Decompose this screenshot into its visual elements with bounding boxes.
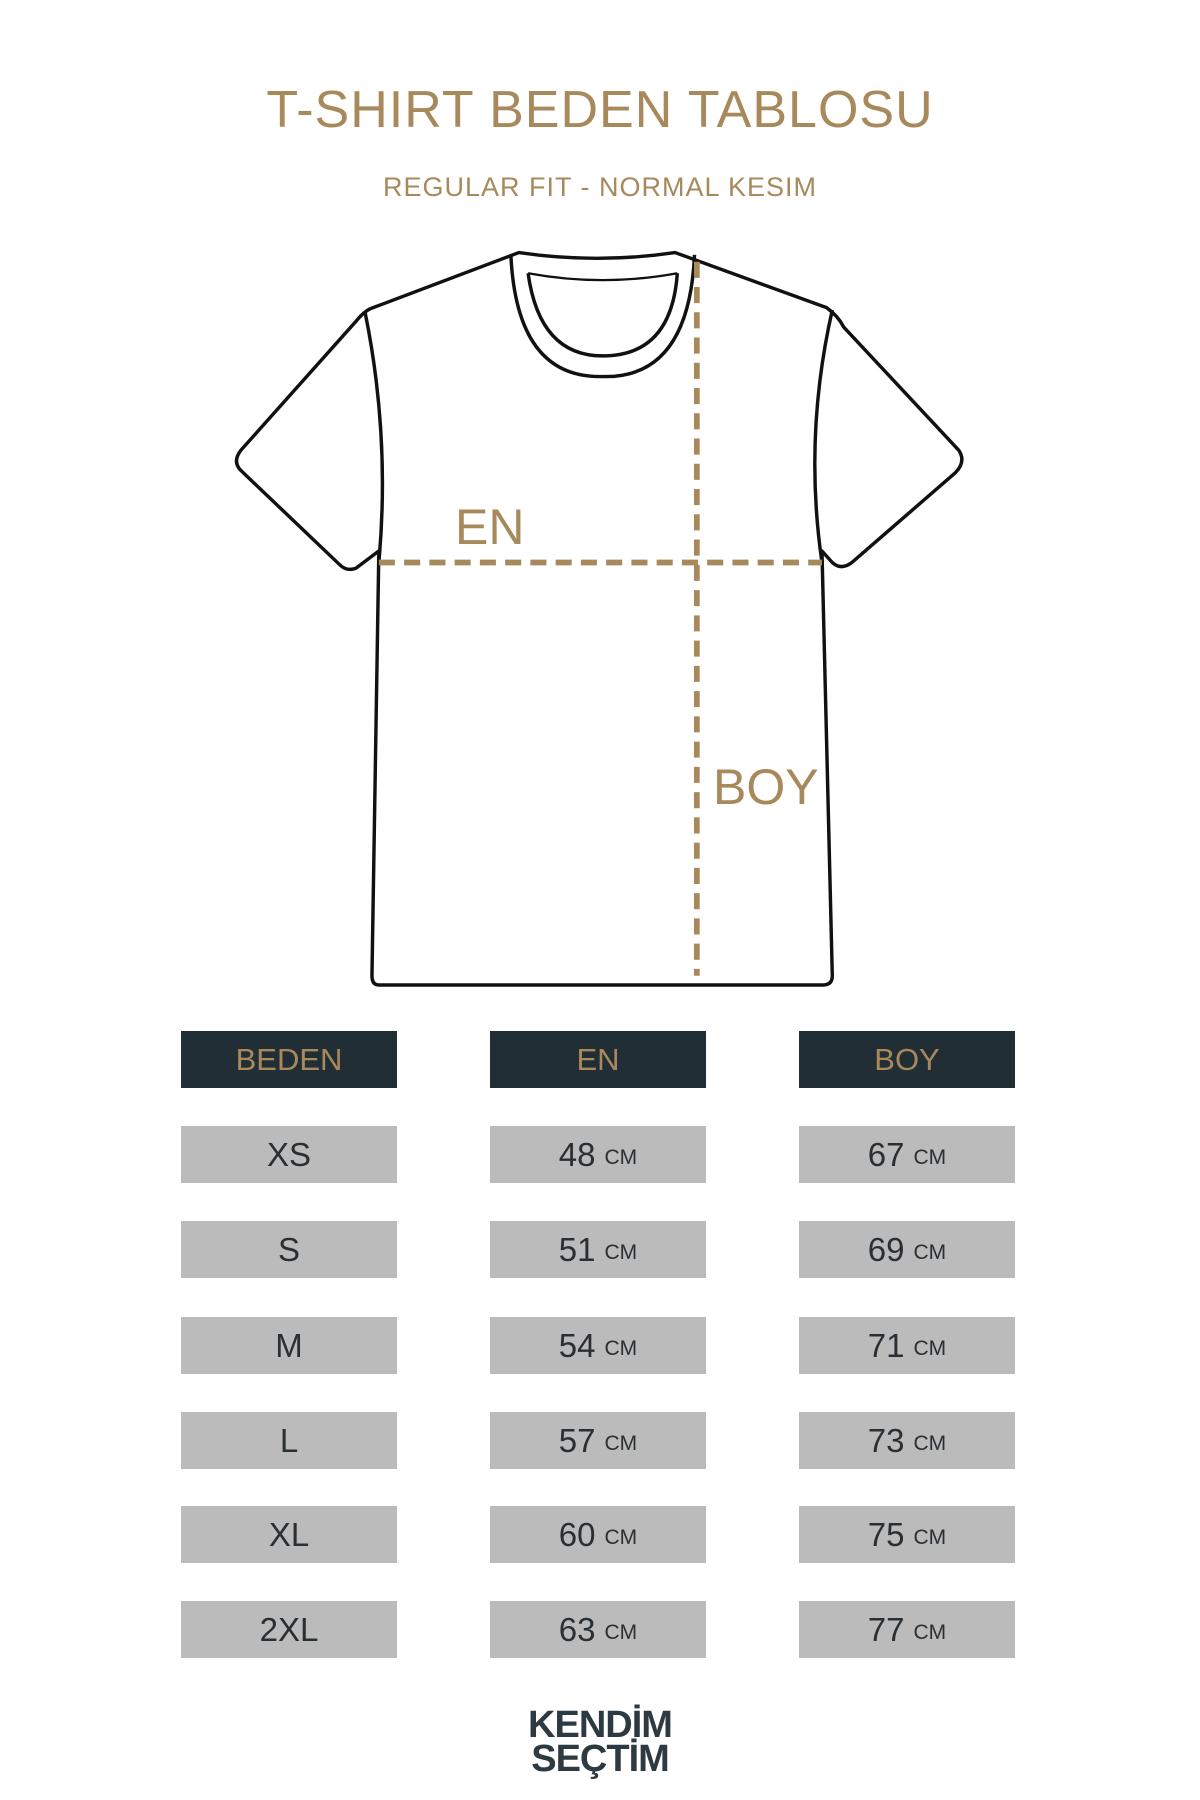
tshirt-diagram: [234, 250, 964, 987]
unit-label: CM: [913, 1620, 947, 1644]
logo-line-2: SEÇTİM: [531, 1738, 670, 1780]
table-cell-boy: 71 CM: [799, 1317, 1015, 1374]
unit-label: CM: [604, 1145, 638, 1169]
cell-value: S: [277, 1230, 300, 1268]
table-cell-size: M: [181, 1317, 397, 1374]
cell-value: 77: [867, 1610, 905, 1648]
sleeve-seam-left: [363, 311, 385, 563]
header-width: EN: [490, 1031, 706, 1088]
header-size: BEDEN: [181, 1031, 397, 1088]
cell-value: 69: [867, 1230, 905, 1268]
cell-value: 57: [558, 1421, 596, 1459]
collar-outer: [509, 254, 697, 379]
table-cell-en: 57 CM: [490, 1412, 706, 1469]
cell-value: 71: [867, 1326, 905, 1364]
unit-label: CM: [604, 1620, 638, 1644]
table-cell-size: L: [181, 1412, 397, 1469]
cell-value: M: [275, 1326, 303, 1364]
table-cell-boy: 67 CM: [799, 1126, 1015, 1183]
cell-value: XL: [268, 1515, 310, 1553]
table-cell-boy: 75 CM: [799, 1506, 1015, 1563]
table-cell-size: XS: [181, 1126, 397, 1183]
cell-value: 48: [558, 1135, 596, 1173]
cell-value: 2XL: [259, 1610, 319, 1648]
tshirt-outline: [234, 250, 964, 987]
cell-value: 75: [867, 1515, 905, 1553]
length-label: BOY: [713, 759, 819, 815]
table-cell-boy: 77 CM: [799, 1601, 1015, 1658]
unit-label: CM: [913, 1240, 947, 1264]
unit-label: CM: [913, 1525, 947, 1549]
logo-line-1: KENDİM: [528, 1704, 673, 1746]
table-cell-boy: 73 CM: [799, 1412, 1015, 1469]
table-cell-size: S: [181, 1221, 397, 1278]
cell-value: 73: [867, 1421, 905, 1459]
cell-value: 67: [867, 1135, 905, 1173]
unit-label: CM: [913, 1145, 947, 1169]
unit-label: CM: [604, 1431, 638, 1455]
collar-inner: [526, 272, 680, 358]
table-cell-en: 48 CM: [490, 1126, 706, 1183]
unit-label: CM: [913, 1431, 947, 1455]
width-label: EN: [455, 499, 525, 555]
table-cell-size: 2XL: [181, 1601, 397, 1658]
table-cell-boy: 69 CM: [799, 1221, 1015, 1278]
unit-label: CM: [604, 1240, 638, 1264]
sleeve-seam-right: [813, 309, 834, 563]
cell-value: XS: [266, 1135, 312, 1173]
page-subtitle: REGULAR FIT - NORMAL KESIM: [382, 172, 818, 202]
table-cell-en: 63 CM: [490, 1601, 706, 1658]
cell-value: 63: [558, 1610, 596, 1648]
unit-label: CM: [604, 1525, 638, 1549]
cell-value: L: [279, 1421, 299, 1459]
table-cell-en: 60 CM: [490, 1506, 706, 1563]
cell-value: 60: [558, 1515, 596, 1553]
cell-value: 54: [558, 1326, 596, 1364]
unit-label: CM: [913, 1336, 947, 1360]
table-cell-en: 54 CM: [490, 1317, 706, 1374]
unit-label: CM: [604, 1336, 638, 1360]
cell-value: 51: [558, 1230, 596, 1268]
header-length: BOY: [799, 1031, 1015, 1088]
page-title: T-SHIRT BEDEN TABLOSU: [266, 81, 934, 139]
brand-logo: KENDİM SEÇTİM: [520, 1704, 680, 1780]
table-cell-en: 51 CM: [490, 1221, 706, 1278]
table-cell-size: XL: [181, 1506, 397, 1563]
